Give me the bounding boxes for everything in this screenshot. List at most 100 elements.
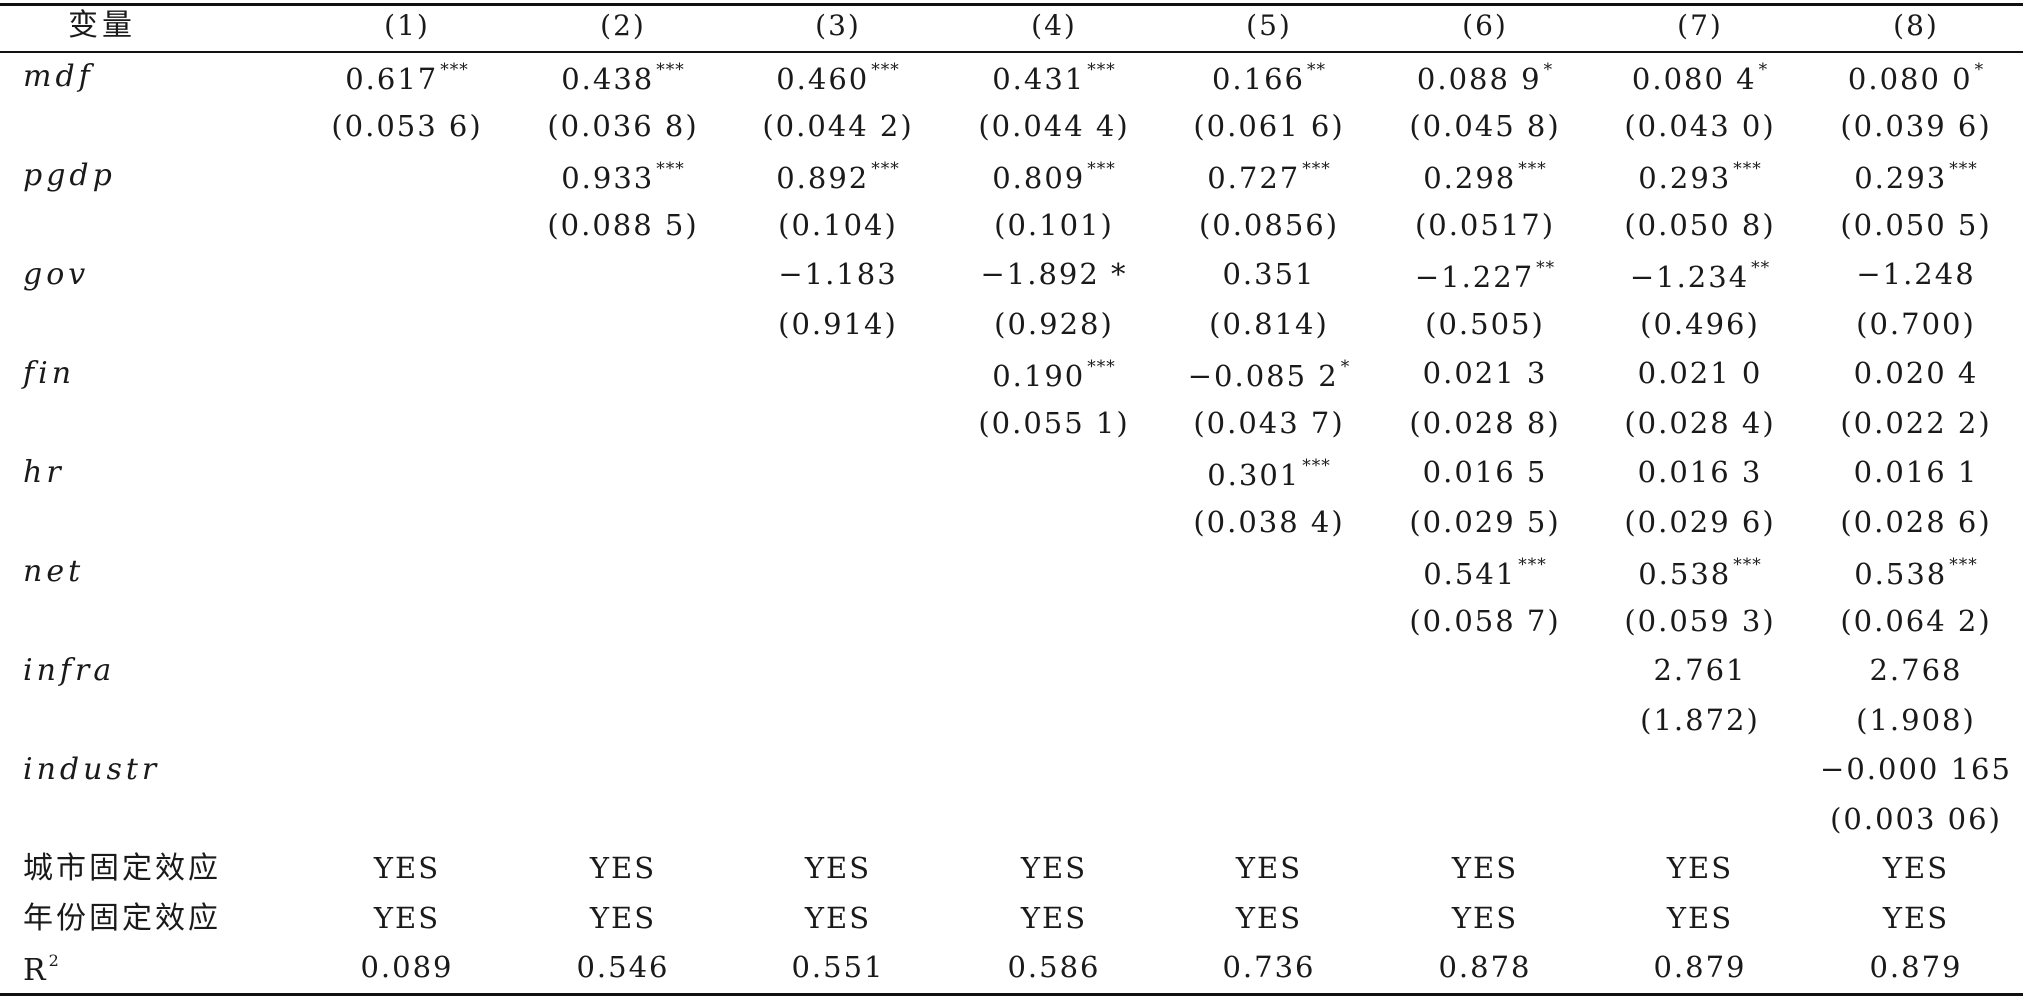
table-cell: YES — [374, 904, 440, 933]
table-cell: 0.538 *** — [1854, 557, 1978, 589]
table-cell: (0.039 6) — [1840, 112, 1991, 141]
header-column-3: (3) — [815, 9, 861, 42]
cell-value: YES — [1666, 901, 1734, 935]
table-cell: 0.809 *** — [992, 161, 1116, 193]
row-label-text: gov — [23, 257, 90, 292]
cell-value: (0.061 6) — [1193, 109, 1345, 143]
cell-value: −0.000 165 — [1820, 752, 2012, 786]
cell-value: 0.878 — [1438, 950, 1532, 984]
cell-value: YES — [1451, 851, 1519, 885]
table-cell: (0.003 06) — [1830, 805, 2002, 834]
table-cell: YES — [1236, 904, 1302, 933]
table-cell: (0.0856) — [1199, 211, 1339, 240]
cell-value: 0.016 3 — [1637, 455, 1763, 489]
significance-stars: *** — [1087, 60, 1116, 80]
table-cell: YES — [1452, 904, 1518, 933]
significance-stars: *** — [656, 159, 685, 179]
table-cell: 2.761 — [1653, 656, 1746, 685]
row-label: infra — [23, 656, 115, 686]
table-cell: 2.768 — [1869, 656, 1962, 685]
table-cell: (0.043 0) — [1624, 112, 1775, 141]
cell-value: (0.022 2) — [1840, 406, 1992, 440]
cell-value: 0.736 — [1222, 950, 1316, 984]
cell-value: (0.050 8) — [1624, 208, 1776, 242]
cell-value: 2.761 — [1653, 653, 1747, 687]
table-cell: 0.166 ** — [1212, 62, 1326, 94]
table-cell: (0.053 6) — [331, 112, 482, 141]
bottom-rule — [0, 993, 2023, 996]
cell-value: (0.043 0) — [1624, 109, 1776, 143]
table-cell: 0.080 0 * — [1848, 62, 1984, 94]
significance-stars: *** — [871, 159, 900, 179]
row-label: industr — [23, 755, 160, 785]
table-cell: (0.0517) — [1415, 211, 1555, 240]
cell-value: 0.933 — [561, 161, 655, 195]
cell-value: 0.089 — [360, 950, 454, 984]
table-cell: (0.044 4) — [978, 112, 1129, 141]
table-cell: 0.892 *** — [776, 161, 900, 193]
table-cell: 0.879 — [1653, 953, 1746, 982]
table-cell: −1.234 ** — [1630, 260, 1770, 292]
cell-value: 0.892 — [776, 161, 870, 195]
table-cell: −1.892 * — [980, 260, 1127, 289]
table-cell: 0.016 5 — [1423, 458, 1548, 487]
row-label: R2 — [23, 953, 62, 986]
cell-value: 0.586 — [1007, 950, 1101, 984]
cell-value: YES — [589, 901, 657, 935]
table-cell: 0.736 — [1222, 953, 1315, 982]
cell-value: 0.538 — [1854, 557, 1948, 591]
cell-value: (0.088 5) — [547, 208, 699, 242]
table-cell: 0.617 *** — [345, 62, 469, 94]
cell-value: YES — [804, 901, 872, 935]
table-cell: YES — [1667, 854, 1733, 883]
cell-value: YES — [804, 851, 872, 885]
cell-value: (0.050 5) — [1840, 208, 1992, 242]
cell-value: 0.879 — [1653, 950, 1747, 984]
significance-stars: *** — [1302, 159, 1331, 179]
table-cell: 0.021 0 — [1638, 359, 1763, 388]
row-label-superscript: 2 — [48, 951, 62, 970]
significance-stars: * — [1974, 60, 1985, 80]
cell-value: (0.505) — [1425, 307, 1545, 341]
significance-stars: ** — [1307, 60, 1327, 80]
row-label-text: net — [23, 554, 85, 589]
table-cell: −0.085 2 * — [1188, 359, 1351, 391]
cell-value: 0.431 — [992, 62, 1086, 96]
table-cell: YES — [1021, 854, 1087, 883]
row-label-text: infra — [23, 653, 116, 688]
table-cell: (0.050 5) — [1840, 211, 1991, 240]
row-label-text: hr — [23, 455, 65, 490]
header-column-2: (2) — [600, 9, 646, 42]
cell-value: (0.028 6) — [1840, 505, 1992, 539]
cell-value: (0.029 5) — [1409, 505, 1561, 539]
cell-value: 0.551 — [791, 950, 885, 984]
cell-value: 0.080 0 — [1847, 62, 1973, 96]
table-cell: YES — [590, 854, 656, 883]
cell-value: 0.088 9 — [1416, 62, 1542, 96]
table-cell: (0.055 1) — [978, 409, 1129, 438]
top-rule — [0, 3, 2023, 6]
table-cell: (0.104) — [778, 211, 898, 240]
cell-value: (0.028 4) — [1624, 406, 1776, 440]
table-cell: YES — [1883, 854, 1949, 883]
table-cell: (0.036 8) — [547, 112, 698, 141]
table-cell: 0.301 *** — [1207, 458, 1331, 490]
significance-stars: * — [1543, 60, 1554, 80]
cell-value: YES — [1666, 851, 1734, 885]
cell-value: 0.190 — [992, 359, 1086, 393]
cell-value: (0.700) — [1856, 307, 1976, 341]
cell-value: 0.546 — [576, 950, 670, 984]
cell-value: (0.814) — [1209, 307, 1329, 341]
table-cell: (0.700) — [1856, 310, 1976, 339]
table-cell: 0.727 *** — [1207, 161, 1331, 193]
table-cell: 0.016 1 — [1854, 458, 1979, 487]
cell-value: (0.044 4) — [978, 109, 1130, 143]
table-cell: −0.000 165 — [1820, 755, 2012, 784]
table-cell: 0.190 *** — [992, 359, 1116, 391]
table-cell: (0.496) — [1640, 310, 1760, 339]
cell-value: 0.301 — [1207, 458, 1301, 492]
table-cell: (1.908) — [1856, 706, 1976, 735]
cell-value: 0.293 — [1638, 161, 1732, 195]
cell-value: YES — [1020, 851, 1088, 885]
cell-value: 0.809 — [992, 161, 1086, 195]
